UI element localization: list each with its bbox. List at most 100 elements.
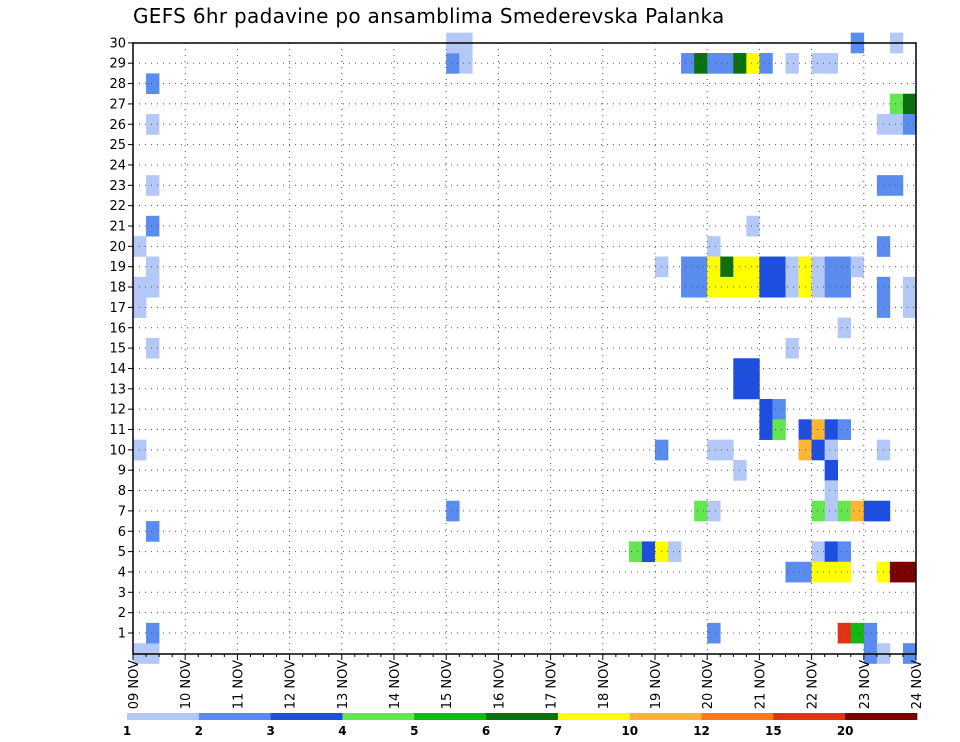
y-tick-label: 30	[109, 36, 126, 51]
legend-label: 7	[554, 724, 562, 738]
precip-cell	[720, 276, 734, 298]
precip-cell	[759, 276, 773, 298]
precip-cell	[146, 175, 160, 196]
x-tick-label: 13 NOV	[336, 660, 351, 709]
precip-cell	[824, 256, 838, 278]
y-tick-label: 23	[109, 179, 126, 194]
legend: 1 2 3 4 5 6 7 10 12 15 20	[123, 713, 918, 738]
legend-swatch	[773, 713, 846, 720]
legend-swatch	[701, 713, 774, 720]
precip-cell	[772, 256, 786, 278]
precip-cell	[707, 500, 721, 522]
precip-cell	[759, 398, 773, 420]
x-tick-label: 16 NOV	[492, 660, 507, 709]
precip-cell	[772, 398, 786, 420]
precip-cell	[889, 114, 904, 135]
precip-cell	[824, 500, 838, 522]
precip-cell	[889, 93, 904, 115]
precip-cell	[720, 256, 734, 278]
legend-swatch	[270, 713, 343, 720]
precip-cell	[837, 561, 852, 583]
legend-label: 20	[837, 724, 854, 738]
y-tick-label: 21	[109, 220, 126, 235]
precip-cell	[785, 256, 799, 278]
legend-label: 2	[195, 724, 203, 738]
precip-cell	[694, 276, 708, 298]
y-tick-label: 18	[109, 281, 126, 296]
y-tick-label: 4	[118, 565, 126, 580]
precip-cell	[759, 419, 773, 440]
precip-cell	[811, 53, 825, 74]
precip-cell	[785, 53, 799, 74]
precip-cell	[837, 276, 852, 298]
precip-cell	[785, 337, 799, 359]
chart-title: GEFS 6hr padavine po ansamblima Smederev…	[133, 4, 725, 28]
y-tick-label: 29	[109, 57, 126, 72]
legend-label: 15	[765, 724, 782, 738]
precip-cell	[824, 480, 838, 502]
precip-cell	[785, 561, 799, 583]
precip-cell	[824, 53, 838, 74]
precip-cell	[146, 622, 160, 644]
y-tick-label: 1	[118, 627, 126, 642]
x-tick-label: 18 NOV	[597, 660, 612, 709]
y-tick-label: 28	[109, 77, 126, 92]
x-tick-label: 22 NOV	[806, 660, 821, 709]
y-tick-label: 13	[109, 382, 126, 397]
precip-cell	[146, 73, 160, 95]
x-tick-label: 12 NOV	[284, 660, 299, 709]
precip-cell	[694, 53, 708, 74]
precip-cell	[902, 114, 917, 135]
legend-swatch	[127, 713, 200, 720]
legend-swatch	[198, 713, 271, 720]
precip-cell	[681, 53, 695, 74]
precip-cell	[772, 276, 786, 298]
precip-cell	[824, 460, 838, 481]
precip-cell	[746, 215, 760, 237]
x-tick-label: 17 NOV	[545, 660, 560, 709]
legend-label: 1	[123, 724, 131, 738]
y-tick-label: 2	[118, 606, 126, 621]
precip-cell	[824, 541, 838, 563]
precip-cell	[824, 439, 838, 461]
precip-cell	[146, 215, 160, 237]
precip-cell	[146, 114, 160, 135]
legend-swatch	[845, 713, 918, 720]
precip-cell	[811, 256, 825, 278]
precip-cell	[746, 358, 760, 379]
precip-cell	[641, 541, 656, 563]
precip-cell	[746, 53, 760, 74]
precip-cell	[628, 541, 643, 563]
x-tick-label: 21 NOV	[753, 660, 768, 709]
precip-cell	[746, 256, 760, 278]
precip-cell	[694, 500, 708, 522]
precip-cell	[850, 256, 865, 278]
precip-cell	[902, 297, 917, 318]
x-tick-label: 15 NOV	[440, 660, 455, 709]
x-axis: 09 NOV 10 NOV 11 NOV 12 NOV 13 NOV 14 NOV 15 N…	[127, 654, 925, 709]
precip-cell	[146, 521, 160, 542]
precip-cell	[446, 53, 460, 74]
legend-label: 5	[410, 724, 418, 738]
precip-cell	[681, 276, 695, 298]
precip-cell	[889, 561, 904, 583]
y-tick-label: 6	[118, 525, 126, 540]
x-tick-label: 11 NOV	[231, 660, 246, 709]
precip-cell	[824, 561, 838, 583]
y-tick-label: 7	[118, 504, 126, 519]
precip-cell	[863, 500, 878, 522]
x-tick-label: 24 NOV	[910, 660, 925, 709]
y-tick-label: 27	[109, 97, 126, 112]
precip-cell	[681, 256, 695, 278]
precip-cell	[902, 93, 917, 115]
y-tick-label: 19	[109, 260, 126, 275]
precip-cell	[902, 276, 917, 298]
precip-cell	[902, 561, 917, 583]
precip-cell	[811, 561, 825, 583]
precip-cell	[707, 256, 721, 278]
precip-cell	[811, 541, 825, 563]
precip-cell	[707, 439, 721, 461]
heatmap-cells	[133, 32, 917, 664]
legend-swatch	[342, 713, 415, 720]
